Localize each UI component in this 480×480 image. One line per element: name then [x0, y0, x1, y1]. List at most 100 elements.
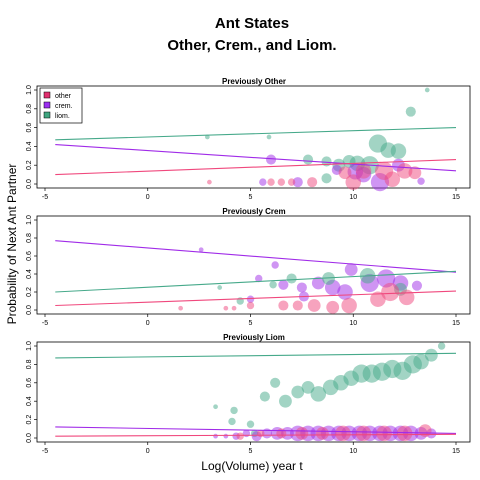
x-tick-label: 15: [452, 320, 460, 327]
point-crem: [412, 281, 422, 291]
y-tick-label: 0.0: [26, 179, 33, 189]
point-other: [295, 427, 308, 440]
y-tick-label: 0.2: [26, 415, 33, 425]
point-other: [397, 426, 413, 442]
y-tick-label: 0.0: [26, 305, 33, 315]
point-other: [247, 302, 254, 309]
fit-line-liom: [55, 353, 456, 358]
point-other: [232, 306, 237, 311]
point-other: [293, 300, 303, 310]
point-liom: [230, 407, 237, 414]
x-tick-label: 5: [249, 194, 253, 201]
x-tick-label: 5: [249, 320, 253, 327]
x-tick-label: 10: [349, 320, 357, 327]
panel-1: Previously Other 0.0 0.2 0.4 0.6 0.8 1.0 -5 0 5 10…: [26, 77, 470, 201]
point-other: [267, 178, 274, 185]
point-liom: [321, 173, 331, 183]
point-liom: [228, 418, 235, 425]
fit-line-liom: [55, 128, 456, 140]
point-other: [178, 306, 183, 311]
panel-title: Previously Liom: [223, 333, 285, 342]
point-crem: [266, 155, 276, 165]
point-crem: [271, 261, 278, 268]
legend-label: crem.: [55, 103, 73, 110]
x-tick-label: 0: [146, 320, 150, 327]
y-tick-label: 0.2: [26, 287, 33, 297]
point-crem: [337, 284, 353, 300]
chart-title-line2: Other, Crem., and Liom.: [167, 37, 336, 54]
x-tick-label: 15: [452, 194, 460, 201]
point-other: [207, 180, 212, 185]
point-liom: [425, 349, 438, 362]
point-liom: [406, 107, 416, 117]
chart-title-line1: Ant States: [215, 15, 289, 32]
legend-swatch: [44, 112, 50, 118]
point-other: [385, 172, 401, 188]
point-other: [399, 290, 415, 306]
point-other: [237, 432, 244, 439]
point-liom: [425, 88, 430, 93]
point-liom: [438, 342, 445, 349]
point-other: [276, 428, 286, 438]
x-tick-label: 15: [452, 448, 460, 455]
panels: Previously Other 0.0 0.2 0.4 0.6 0.8 1.0 -5 0 5 10…: [26, 77, 470, 455]
y-tick-label: 0.8: [26, 233, 33, 243]
x-tick-label: 0: [146, 194, 150, 201]
x-tick-label: 10: [349, 194, 357, 201]
point-liom: [279, 395, 292, 408]
legend-label: other: [55, 93, 72, 100]
point-liom: [260, 392, 270, 402]
y-tick-label: 0.6: [26, 123, 33, 133]
point-other: [346, 174, 362, 190]
point-other: [278, 178, 285, 185]
point-other: [326, 301, 339, 314]
point-other: [376, 426, 392, 442]
y-tick-label: 0.0: [26, 433, 33, 443]
x-tick-label: -5: [42, 448, 48, 455]
legend-swatch: [44, 92, 50, 98]
legend-label: liom.: [55, 113, 70, 120]
legend-swatch: [44, 102, 50, 108]
point-other: [223, 306, 228, 311]
point-other: [308, 299, 321, 312]
point-crem: [297, 282, 307, 292]
point-crem: [223, 434, 228, 439]
y-tick-label: 1.0: [26, 215, 33, 225]
point-crem: [247, 296, 254, 303]
point-liom: [303, 155, 313, 165]
point-liom: [391, 143, 407, 159]
point-other: [278, 300, 288, 310]
fit-line-crem: [55, 241, 456, 273]
y-tick-label: 0.4: [26, 141, 33, 151]
x-tick-label: -5: [42, 320, 48, 327]
y-tick-label: 0.6: [26, 378, 33, 388]
point-crem: [259, 178, 266, 185]
y-tick-label: 1.0: [26, 85, 33, 95]
point-crem: [278, 280, 288, 290]
x-tick-label: 10: [349, 448, 357, 455]
panel-3: Previously Liom0.00.20.40.60.81.0-5 0 5 10 1…: [26, 333, 470, 455]
y-tick-label: 0.4: [26, 269, 33, 279]
point-other: [335, 426, 351, 442]
point-other: [316, 427, 329, 440]
point-other: [341, 298, 357, 314]
point-liom: [217, 285, 222, 290]
y-axis-label: Probability of Next Ant Partner: [5, 164, 19, 325]
point-other: [381, 283, 399, 301]
point-other: [356, 426, 372, 442]
y-tick-label: 0.8: [26, 359, 33, 369]
y-tick-label: 0.8: [26, 104, 33, 114]
panel-title: Previously Crem: [222, 207, 285, 216]
point-liom: [269, 281, 276, 288]
point-crem: [417, 177, 424, 184]
point-liom: [213, 404, 218, 409]
panel-title: Previously Other: [222, 77, 286, 86]
panel-2: Previously Crem 0.0 0.2 0.4 0.6 0.8 1.0 -5 0 5 10 1…: [26, 207, 470, 327]
x-tick-label: 0: [146, 448, 150, 455]
x-tick-label: -5: [42, 194, 48, 201]
x-axis-label: Log(Volume) year t: [201, 459, 303, 473]
point-liom: [287, 273, 297, 283]
y-tick-label: 1.0: [26, 341, 33, 351]
x-tick-label: 5: [249, 448, 253, 455]
